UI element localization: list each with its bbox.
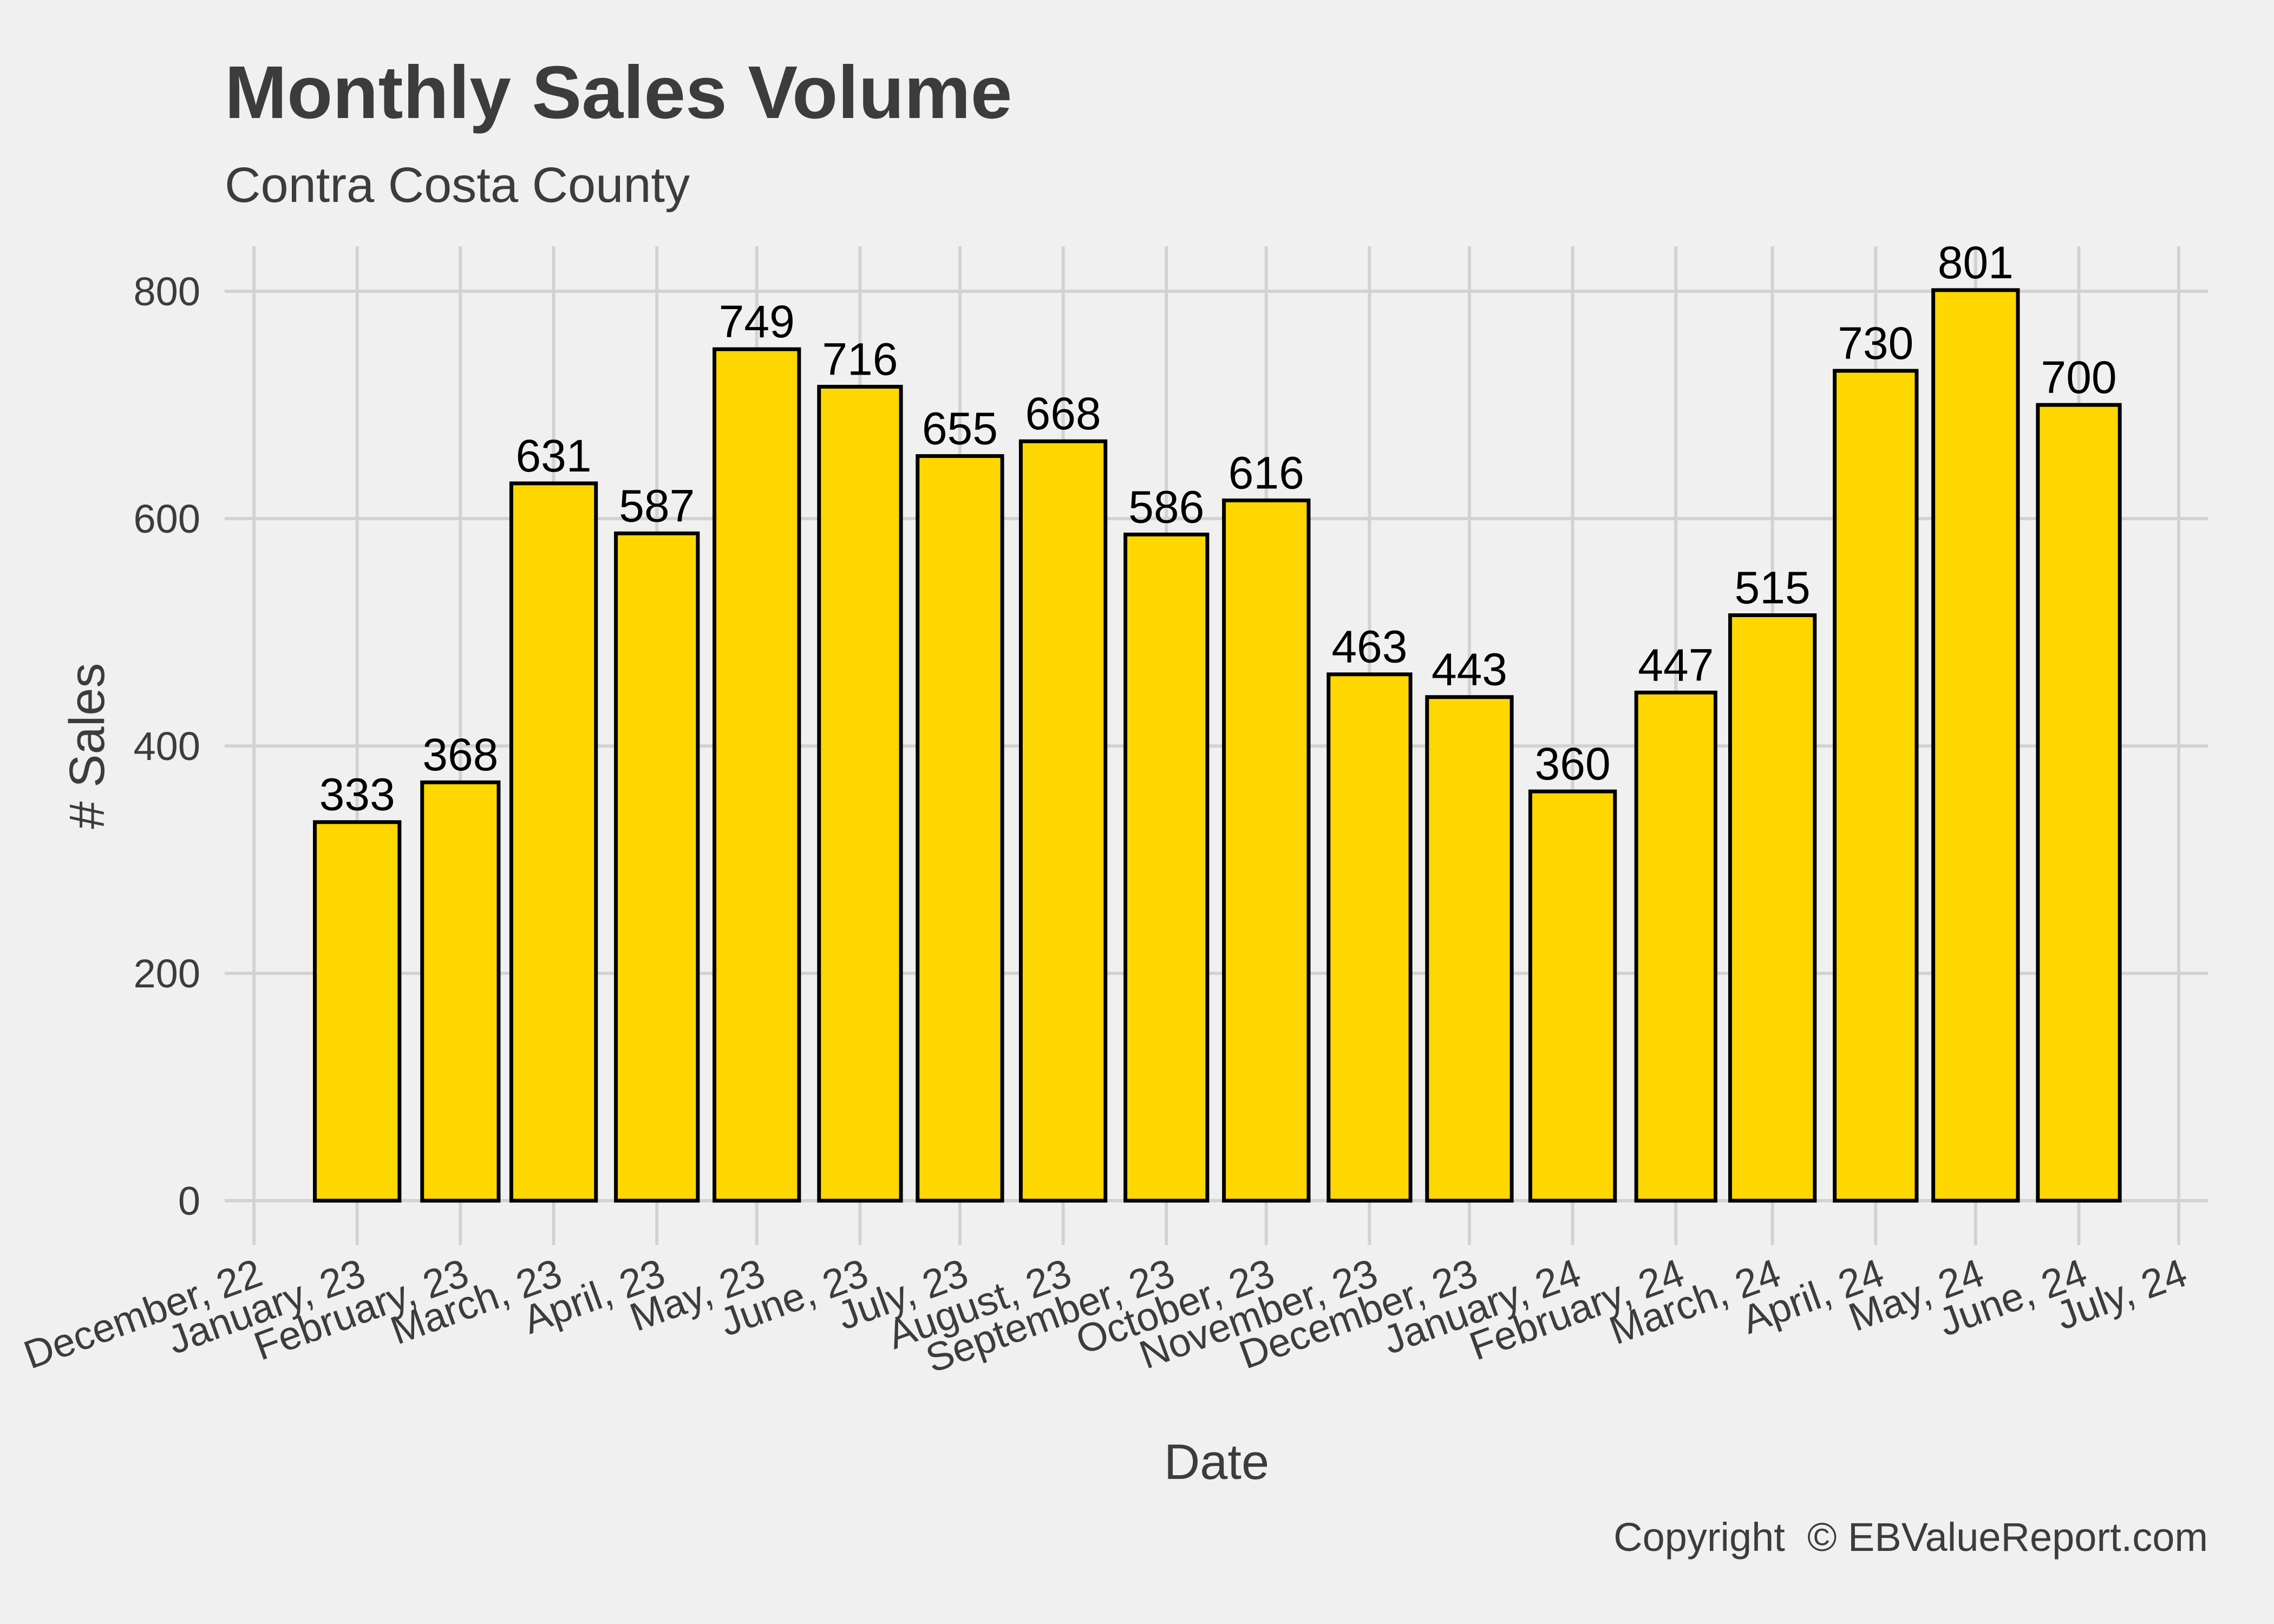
y-axis-ticks: 0 200 400 600 800 [134, 269, 200, 1223]
copyright-caption: Copyright © EBValueReport.com [1613, 1515, 2208, 1560]
data-label: 587 [619, 480, 695, 531]
data-label: 447 [1638, 639, 1714, 690]
bar [2036, 403, 2122, 1203]
data-label: 360 [1535, 738, 1611, 789]
data-label: 586 [1128, 481, 1204, 532]
bar [1222, 498, 1311, 1203]
data-label: 443 [1432, 644, 1507, 695]
bar [916, 454, 1004, 1203]
data-label: 515 [1735, 562, 1811, 613]
data-label: 801 [1938, 237, 2014, 288]
y-tick-label: 400 [134, 724, 200, 769]
bar [1728, 613, 1817, 1203]
y-tick-label: 800 [134, 269, 200, 314]
data-label: 749 [719, 296, 795, 347]
bar [1425, 695, 1514, 1203]
y-tick-label: 600 [134, 496, 200, 541]
bar [614, 531, 700, 1203]
data-label: 616 [1229, 447, 1304, 498]
x-axis-label: Date [1164, 1435, 1269, 1490]
data-label: 716 [822, 333, 898, 384]
bar [1634, 690, 1717, 1203]
bar [1123, 532, 1210, 1203]
data-label: 631 [515, 430, 591, 481]
data-label: 463 [1331, 621, 1407, 672]
chart-subtitle: Contra Costa County [225, 158, 690, 213]
data-labels: 333 368 631 587 749 716 655 668 586 616 463 443 360 4… [319, 237, 2117, 820]
bar [817, 384, 903, 1203]
bar [1528, 789, 1617, 1203]
data-label: 333 [319, 769, 395, 820]
bar [312, 820, 402, 1203]
y-tick-label: 200 [134, 951, 200, 996]
bar [713, 347, 801, 1203]
y-axis-label: # Sales [60, 663, 115, 829]
chart-title: Monthly Sales Volume [225, 51, 1012, 134]
data-label: 655 [922, 403, 998, 454]
bar [1327, 672, 1413, 1203]
bar [1931, 288, 2020, 1203]
data-label: 368 [422, 729, 498, 780]
data-label: 668 [1025, 388, 1101, 439]
bars [312, 288, 2122, 1203]
data-label: 700 [2041, 352, 2116, 403]
bar [420, 780, 501, 1203]
data-label: 730 [1838, 318, 1913, 369]
bar [509, 481, 598, 1203]
bar [1833, 369, 1919, 1203]
bar [1018, 439, 1108, 1203]
y-tick-label: 0 [178, 1178, 200, 1223]
